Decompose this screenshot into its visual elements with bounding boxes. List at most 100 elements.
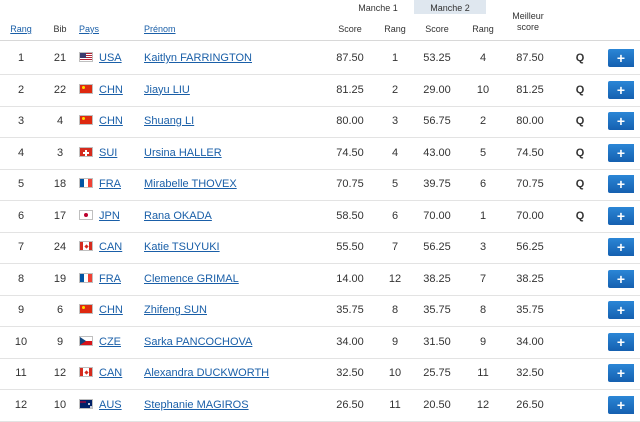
expand-details-button[interactable]: + [608,49,634,67]
m2-score-cell: 53.25 [423,52,451,64]
flag-can-icon [79,367,93,377]
rank-cell: 12 [14,398,28,411]
header-prenom-sort-link[interactable]: Prénom [144,24,176,34]
expand-details-button[interactable]: + [608,364,634,382]
country-link[interactable]: CAN [99,367,123,379]
rank-cell: 11 [15,367,27,379]
m2-score-cell: 70.00 [423,209,451,222]
expand-details-button[interactable]: + [608,112,634,130]
athlete-name-link[interactable]: Zhifeng SUN [144,304,207,316]
m2-rank-cell: 11 [477,367,489,379]
bib-cell: 18 [53,178,67,190]
country-link[interactable]: FRA [99,272,121,285]
m1-rank-cell: 2 [391,83,399,96]
table-row: 12 10 AUS Stephanie MAGIROS 26.50 11 20.50 12 26… [0,390,640,422]
m2-score-cell: 35.75 [423,304,451,316]
bib-cell: 9 [56,335,64,348]
m2-rank-cell: 6 [479,178,487,190]
table-row: 5 18 FRA Mirabelle THOVEX 70.75 5 39.75 6 70.75 Q… [0,169,640,201]
m2-score-cell: 25.75 [423,367,451,379]
expand-details-button[interactable]: + [608,175,634,193]
header-best-score-line1: Meilleur [512,11,544,21]
flag-jpn-icon [79,209,93,220]
expand-details-button[interactable]: + [608,332,634,351]
country-link[interactable]: AUS [99,398,122,411]
m1-rank-cell: 4 [391,146,399,159]
athlete-name-link[interactable]: Jiayu LIU [144,83,190,96]
expand-details-button[interactable]: + [608,80,634,99]
header-m1-score: Score [338,24,362,34]
flag-aus-icon [79,398,93,409]
m1-rank-cell: 9 [391,335,399,348]
best-score-cell: 35.75 [516,304,544,316]
table-row: 6 17 JPN Rana OKADA 58.50 6 70.00 1 70.00 Q + [0,201,640,233]
country-link[interactable]: SUI [99,146,118,159]
athlete-name-link[interactable]: Katie TSUYUKI [144,241,220,253]
header-manche1: Manche 1 [358,3,398,13]
m1-rank-cell: 7 [391,241,399,253]
best-score-cell: 34.00 [516,335,544,348]
athlete-name-link[interactable]: Alexandra DUCKWORTH [144,367,270,379]
m1-score-cell: 32.50 [336,367,364,379]
rank-cell: 8 [17,272,25,285]
m1-rank-cell: 5 [391,178,399,190]
expand-details-button[interactable]: + [608,395,634,414]
rank-cell: 10 [14,335,28,348]
country-link[interactable]: CHN [99,115,123,127]
expand-details-button[interactable]: + [608,206,634,225]
m2-score-cell: 56.25 [423,241,451,253]
m2-rank-cell: 9 [479,335,487,348]
country-link[interactable]: CHN [99,83,123,96]
m1-rank-cell: 10 [388,367,402,379]
header-m2-score: Score [425,24,449,34]
country-link[interactable]: JPN [99,209,120,222]
m1-score-cell: 34.00 [336,335,364,348]
country-link[interactable]: FRA [99,178,121,190]
expand-details-button[interactable]: + [608,269,634,288]
flag-chn-icon [79,304,93,314]
table-row: 1 21 USA Kaitlyn FARRINGTON 87.50 1 53.25 4 87.5… [0,43,640,75]
header-pays-sort-link[interactable]: Pays [79,24,100,34]
table-row: 8 19 FRA Clemence GRIMAL 14.00 12 38.25 7 38.25 + [0,264,640,296]
bib-cell: 21 [53,52,67,64]
expand-details-button[interactable]: + [608,143,634,162]
flag-cze-icon [79,335,93,346]
m1-rank-cell: 12 [388,272,402,285]
country-link[interactable]: USA [99,52,122,64]
m2-rank-cell: 5 [479,146,487,159]
bib-cell: 3 [56,146,64,159]
m1-score-cell: 74.50 [336,146,364,159]
header-rang-sort-link[interactable]: Rang [10,24,32,34]
athlete-name-link[interactable]: Ursina HALLER [144,146,222,159]
athlete-name-link[interactable]: Kaitlyn FARRINGTON [144,52,252,64]
athlete-name-link[interactable]: Sarka PANCOCHOVA [144,335,253,348]
country-link[interactable]: CAN [99,241,123,253]
athlete-name-link[interactable]: Rana OKADA [144,209,212,222]
m2-score-cell: 31.50 [423,335,451,348]
qualified-badge: Q [575,115,585,127]
qualified-badge: Q [575,209,585,222]
expand-details-button[interactable]: + [608,301,634,319]
athlete-name-link[interactable]: Shuang LI [144,115,195,127]
rank-cell: 2 [17,83,25,96]
m2-rank-cell: 3 [479,241,487,253]
best-score-cell: 80.00 [516,115,544,127]
flag-usa-icon [79,52,93,62]
header-best-score: Meilleur score [512,11,544,33]
expand-details-button[interactable]: + [608,238,634,256]
m1-rank-cell: 6 [391,209,399,222]
best-score-cell: 32.50 [516,367,544,379]
table-row: 7 24 CAN Katie TSUYUKI 55.50 7 56.25 3 56.25 + [0,232,640,264]
country-link[interactable]: CHN [99,304,123,316]
athlete-name-link[interactable]: Clemence GRIMAL [144,272,239,285]
m2-score-cell: 38.25 [423,272,451,285]
country-link[interactable]: CZE [99,335,121,348]
athlete-name-link[interactable]: Mirabelle THOVEX [144,178,237,190]
athlete-name-link[interactable]: Stephanie MAGIROS [144,398,249,411]
header-m2-rang: Rang [472,24,494,34]
bib-cell: 4 [56,115,64,127]
m1-score-cell: 55.50 [336,241,364,253]
m2-rank-cell: 10 [476,83,490,96]
best-score-cell: 70.00 [516,209,544,222]
